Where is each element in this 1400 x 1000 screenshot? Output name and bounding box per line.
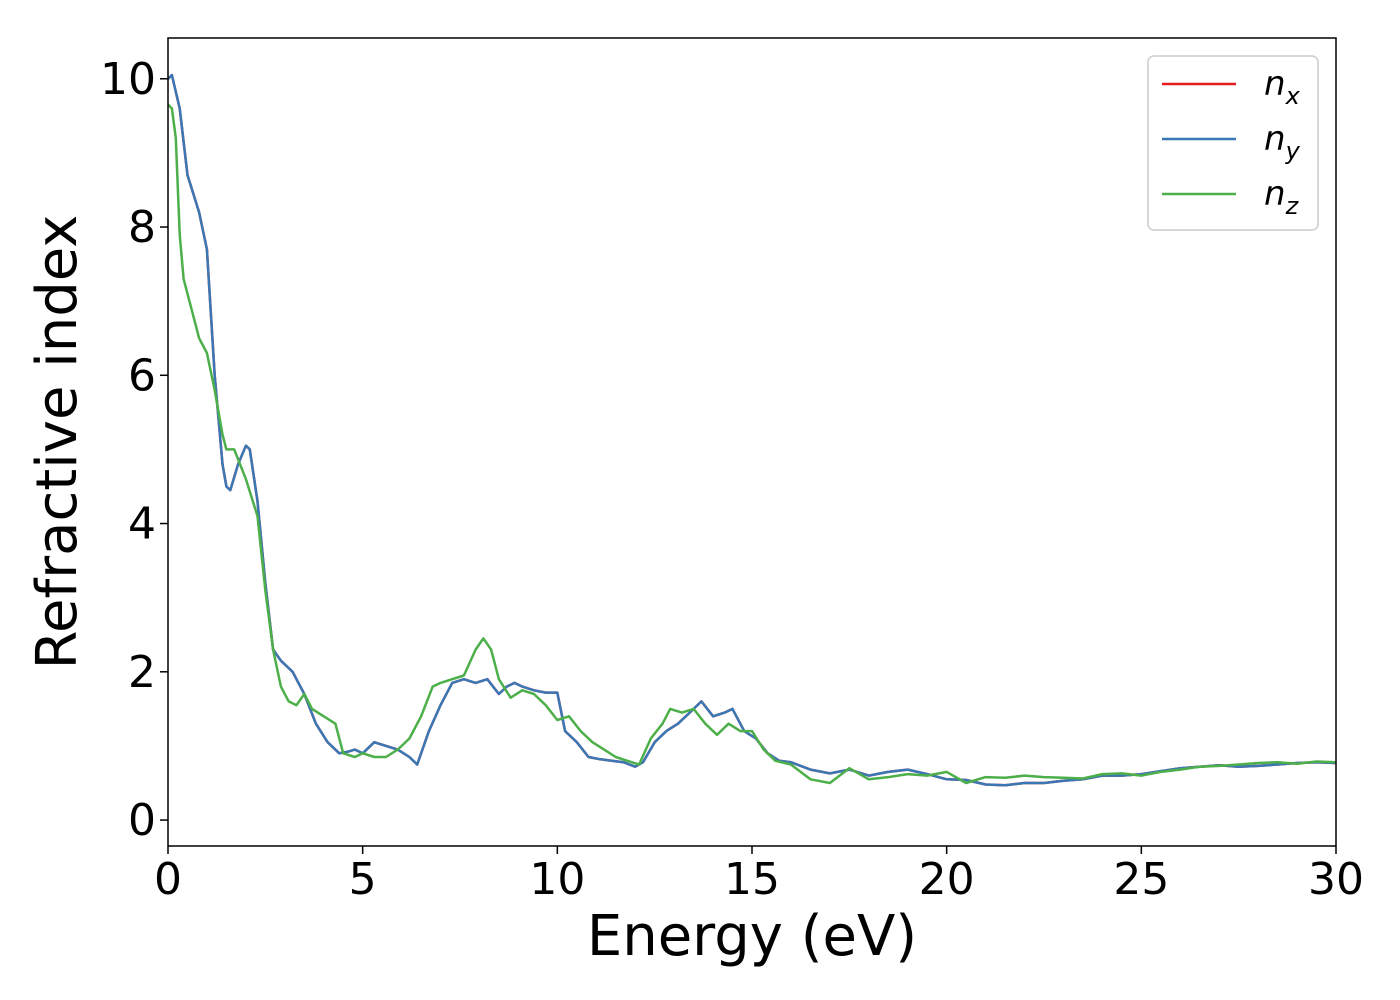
y-tick-label: 6 — [128, 350, 156, 401]
series-line-nz — [168, 103, 1336, 785]
legend-label-nz: nz — [1264, 174, 1300, 220]
y-tick-label: 10 — [100, 54, 156, 105]
y-tick-label: 8 — [128, 202, 156, 253]
legend-label-main: n — [1264, 64, 1286, 104]
legend-label-subscript: z — [1285, 192, 1300, 220]
y-axis-ticks: 0 2 4 6 8 10 — [100, 54, 168, 846]
x-axis-ticks: 0 5 10 15 20 25 30 — [154, 846, 1364, 905]
x-tick-label: 15 — [724, 854, 780, 905]
y-tick-label: 2 — [128, 647, 156, 698]
x-tick-label: 5 — [349, 854, 377, 905]
x-tick-label: 20 — [919, 854, 975, 905]
x-axis-label: Energy (eV) — [587, 904, 917, 969]
series-layer — [168, 73, 1336, 787]
legend-label-main: n — [1264, 174, 1286, 214]
legend-label-subscript: y — [1285, 137, 1301, 165]
y-axis-label: Refractive index — [25, 215, 90, 670]
y-tick-label: 4 — [128, 499, 156, 550]
legend-label-subscript: x — [1285, 82, 1301, 110]
legend-label-nx: nx — [1264, 64, 1301, 110]
x-tick-label: 30 — [1308, 854, 1364, 905]
x-tick-label: 10 — [529, 854, 585, 905]
legend-label-main: n — [1264, 119, 1286, 159]
legend-frame — [1147, 55, 1319, 231]
x-tick-label: 0 — [154, 854, 182, 905]
legend-label-ny: ny — [1264, 119, 1301, 165]
x-tick-label: 25 — [1113, 854, 1169, 905]
y-tick-label: 0 — [128, 795, 156, 846]
